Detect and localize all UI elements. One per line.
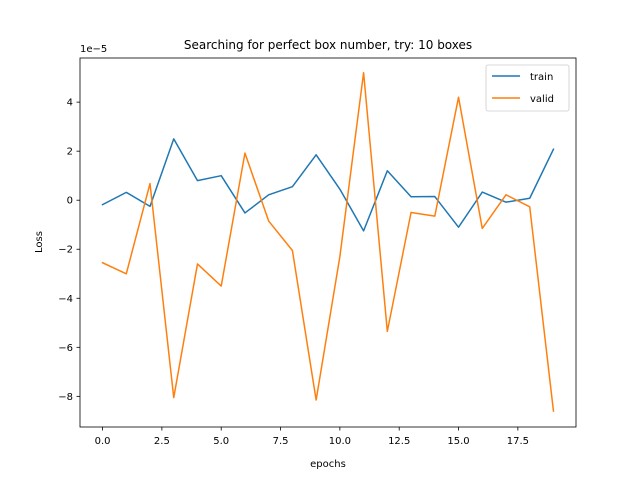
y-offset-label: 1e−5 xyxy=(80,44,107,55)
x-tick-label: 12.5 xyxy=(388,436,410,447)
y-tick-label: 2 xyxy=(67,147,73,158)
x-tick-label: 5.0 xyxy=(213,436,229,447)
y-axis: −8 −6 −4 −2 0 2 4 xyxy=(58,98,80,403)
y-tick-label: 4 xyxy=(67,98,73,109)
y-tick-label: 0 xyxy=(67,196,73,207)
y-tick-label: −8 xyxy=(58,392,73,403)
plot-frame xyxy=(79,57,577,428)
legend-box xyxy=(485,64,570,112)
y-tick-label: −6 xyxy=(58,343,73,354)
legend-label-valid: valid xyxy=(530,94,554,105)
series-line-valid xyxy=(101,71,555,412)
y-axis-label: Loss xyxy=(34,231,45,253)
x-tick-label: 0.0 xyxy=(95,436,111,447)
x-tick-label: 2.5 xyxy=(154,436,170,447)
x-tick-label: 7.5 xyxy=(273,436,289,447)
legend-label-train: train xyxy=(530,72,553,83)
x-axis: 0.0 2.5 5.0 7.5 10.0 12.5 15.0 17.5 xyxy=(95,427,529,447)
x-tick-label: 17.5 xyxy=(507,436,529,447)
series-layer xyxy=(101,71,555,412)
legend: train valid xyxy=(485,64,570,112)
x-tick-label: 15.0 xyxy=(447,436,469,447)
y-tick-label: −2 xyxy=(58,245,73,256)
series-line-train xyxy=(101,138,555,232)
chart-title: Searching for perfect box number, try: 1… xyxy=(184,38,472,52)
y-tick-label: −4 xyxy=(58,294,73,305)
x-tick-label: 10.0 xyxy=(329,436,351,447)
x-axis-label: epochs xyxy=(310,459,346,470)
